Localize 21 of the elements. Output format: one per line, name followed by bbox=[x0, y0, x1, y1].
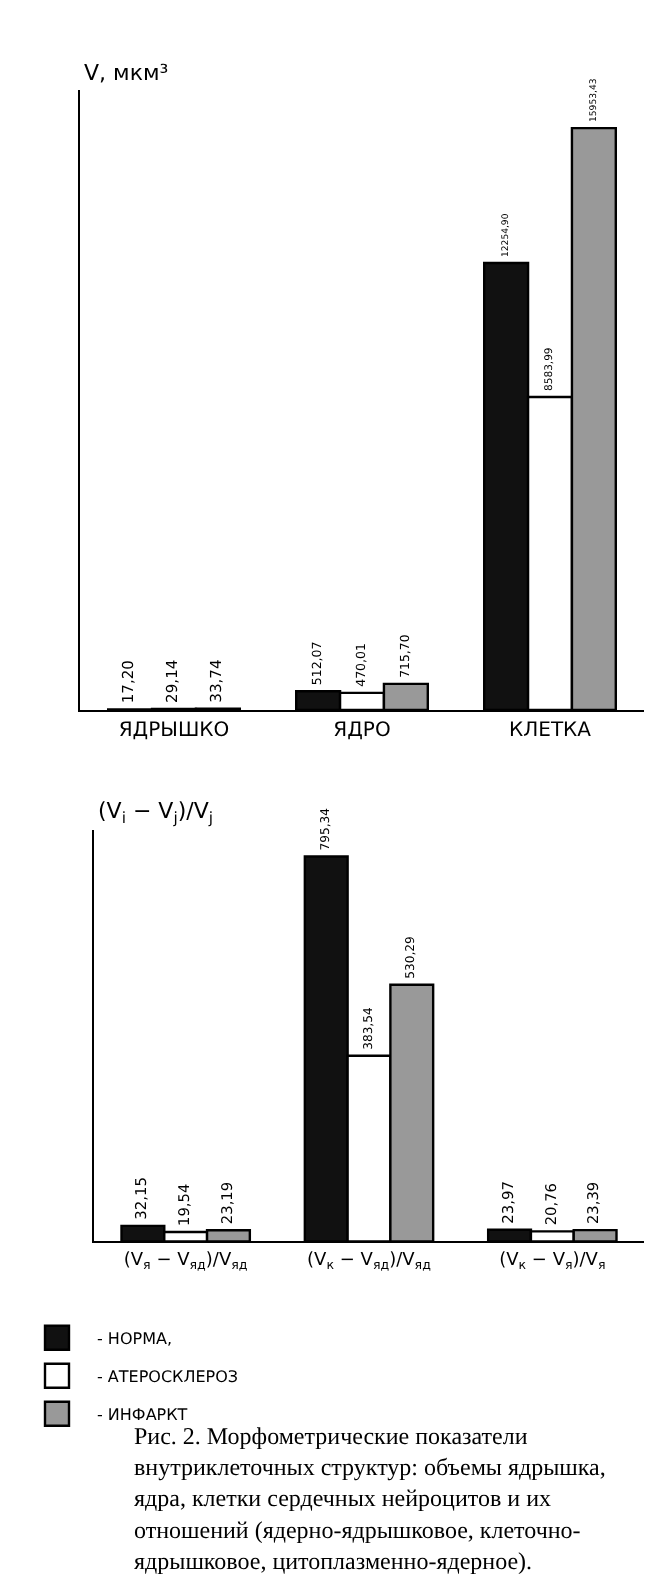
data-label: 17,20 bbox=[119, 659, 138, 704]
text: Рис. 2. Морфометрические показатели внутриклеточных структур: объемы ядрышка, ядра, клетки сердечных нейроцитов и их отношений (ядерно-ядрышковое, клеточно-ядрышковое, цитоплазменно-ядерное). bbox=[134, 1422, 606, 1575]
y-axis-title: V, мкм³ bbox=[84, 60, 169, 86]
legend-label: - ИНФАРКТ bbox=[97, 1405, 188, 1424]
data-label: 33,74 bbox=[207, 659, 226, 703]
x-tick-label: ЯДРЫШКО bbox=[118, 720, 230, 742]
data-label: 29,14 bbox=[163, 659, 182, 703]
legend-label: - АТЕРОСКЛЕРОЗ bbox=[97, 1367, 239, 1386]
x-tick-label: ЯДРО bbox=[333, 720, 391, 742]
data-label: 32,15 bbox=[132, 1176, 151, 1220]
x-tick-label: (V$_{к}$ − V$_{яд}$)/V$_{яд}$ bbox=[307, 1251, 433, 1273]
x-tick-label: (V$_{я}$ − V$_{яд}$)/V$_{яд}$ bbox=[123, 1251, 249, 1273]
legend-label: - НОРМА, bbox=[97, 1329, 172, 1348]
y-axis-title: (V$_{i}$ − V$_{j}$)/V$_{j}$ bbox=[98, 798, 214, 827]
x-tick-label: (V$_{к}$ − V$_{я}$)/V$_{я}$ bbox=[499, 1251, 606, 1273]
data-label: 23,19 bbox=[217, 1181, 236, 1225]
data-label: 19,54 bbox=[174, 1183, 193, 1226]
data-label: 20,76 bbox=[541, 1182, 560, 1226]
x-tick-label: КЛЕТКА bbox=[509, 720, 592, 742]
data-label: 23,39 bbox=[584, 1181, 603, 1225]
data-label: 23,97 bbox=[498, 1180, 517, 1224]
